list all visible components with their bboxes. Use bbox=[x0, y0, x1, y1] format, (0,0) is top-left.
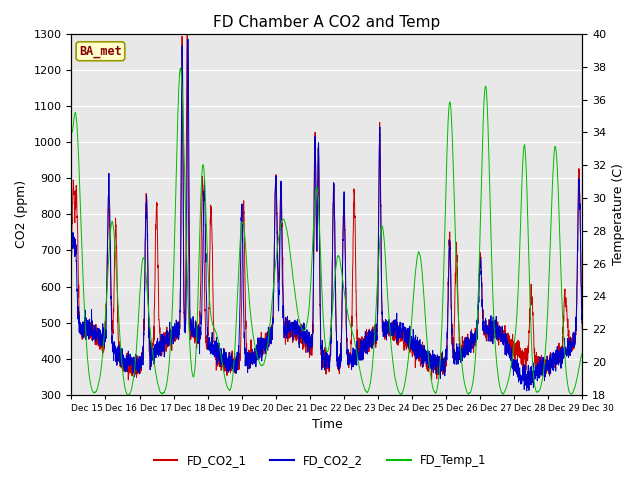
Y-axis label: CO2 (ppm): CO2 (ppm) bbox=[15, 180, 28, 249]
Legend: FD_CO2_1, FD_CO2_2, FD_Temp_1: FD_CO2_1, FD_CO2_2, FD_Temp_1 bbox=[149, 449, 491, 472]
Text: BA_met: BA_met bbox=[79, 45, 122, 58]
Title: FD Chamber A CO2 and Temp: FD Chamber A CO2 and Temp bbox=[213, 15, 440, 30]
Y-axis label: Temperature (C): Temperature (C) bbox=[612, 164, 625, 265]
X-axis label: Time: Time bbox=[312, 419, 342, 432]
